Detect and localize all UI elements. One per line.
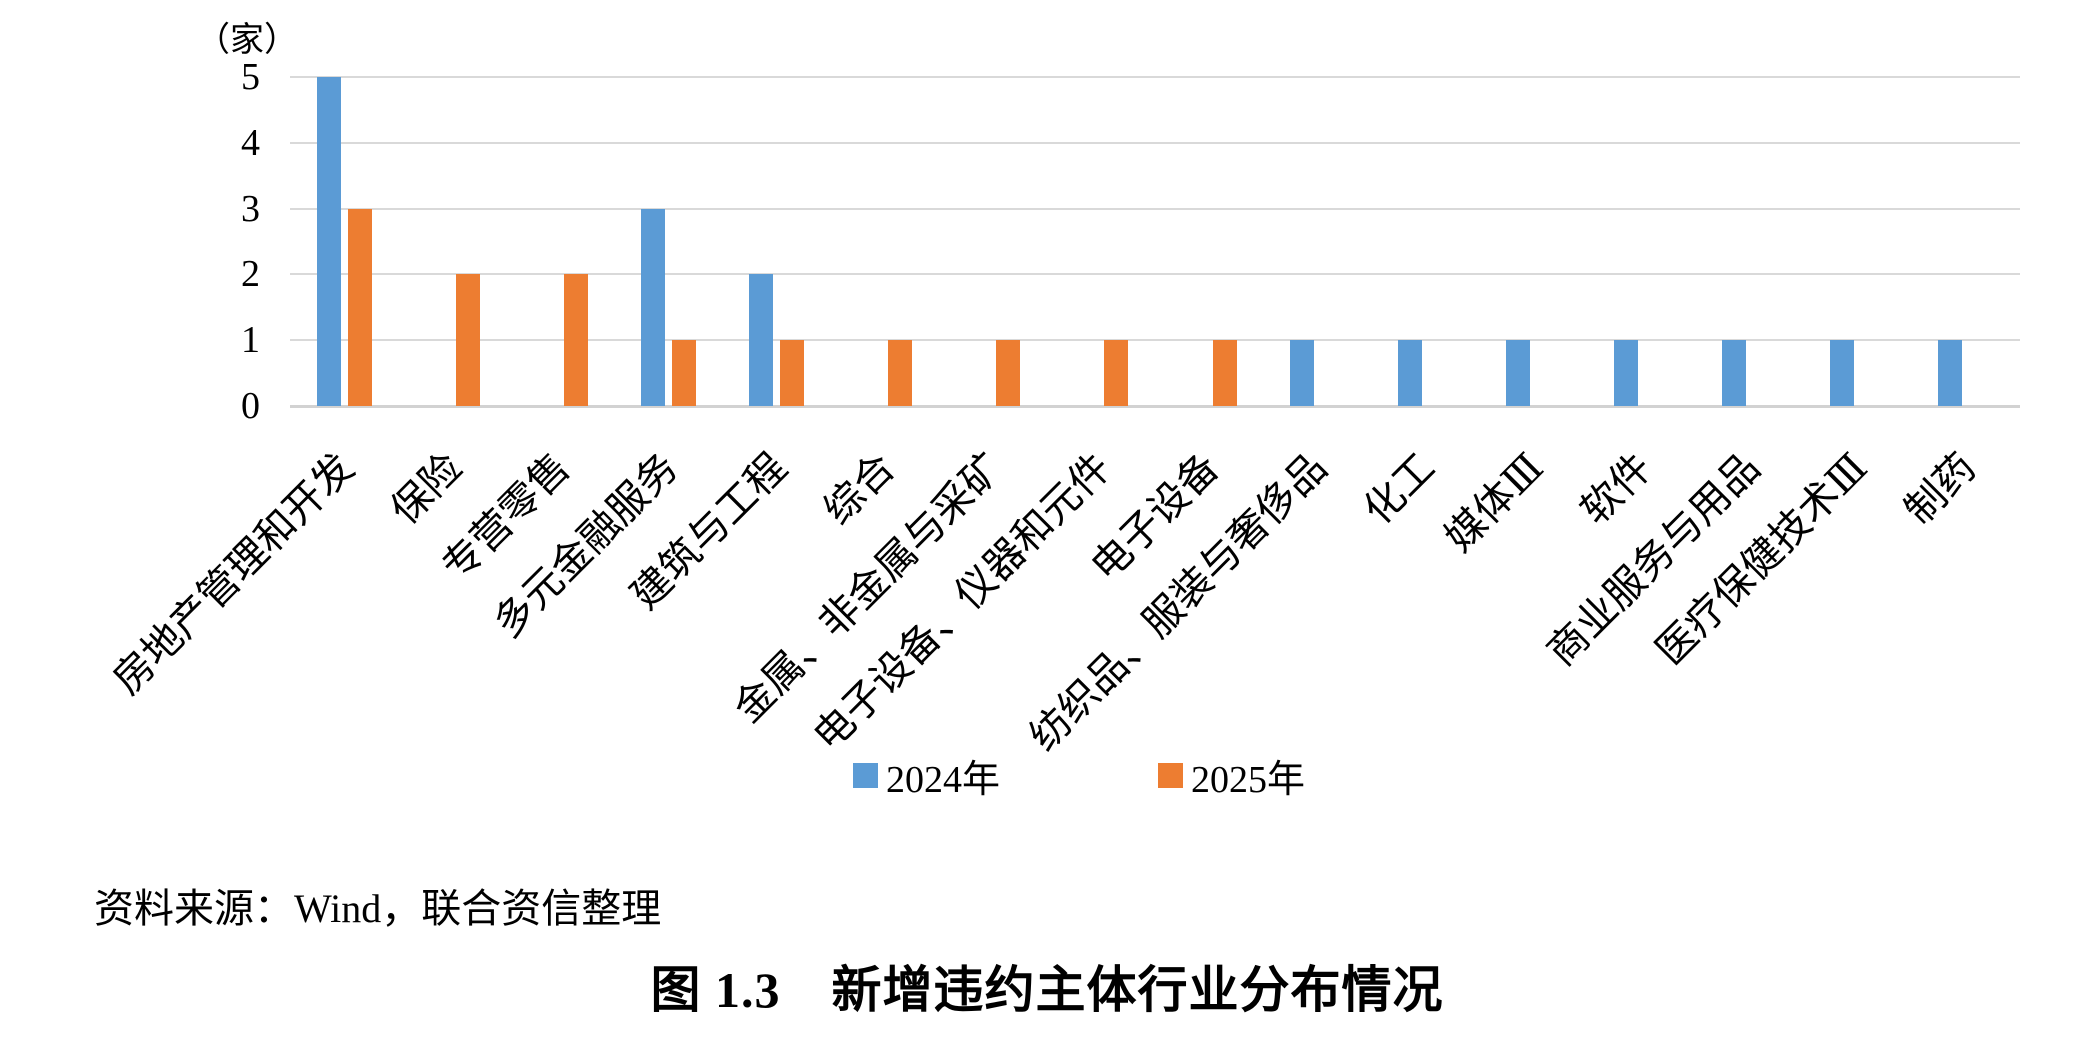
bar-2024年-媒体Ⅲ <box>1505 340 1530 406</box>
x-axis-label-媒体Ⅲ: 媒体Ⅲ <box>1436 444 1552 561</box>
bar-2024年-建筑与工程 <box>749 274 774 406</box>
y-tick-label-0: 0 <box>241 385 260 427</box>
bar-2024年-制药 <box>1938 340 1963 406</box>
legend-item-2024年: 2024年 <box>853 748 1000 803</box>
y-axis-unit-label: （家） <box>196 22 298 59</box>
source-note: 资料来源：Wind，联合资信整理 <box>94 886 662 931</box>
bar-2025年-保险 <box>455 274 480 406</box>
gridline-2 <box>290 273 2020 276</box>
bar-2025年-专营零售 <box>563 274 588 406</box>
figure-caption: 图 1.3 新增违约主体行业分布情况 <box>650 962 1444 1018</box>
gridline-1 <box>290 339 2020 342</box>
y-tick-label-4: 4 <box>241 121 260 164</box>
y-tick-label-3: 3 <box>241 187 260 230</box>
x-axis-label-房地产管理和开发: 房地产管理和开发 <box>104 444 363 703</box>
chart-legend: 2024年 2025年 <box>853 748 1305 803</box>
bar-2025年-多元金融服务 <box>671 340 696 406</box>
legend-swatch-2024年 <box>853 763 878 788</box>
bar-2025年-电子设备、仪器和元件 <box>1104 340 1129 406</box>
bar-2024年-软件 <box>1614 340 1639 406</box>
bar-2025年-金属、非金属与采矿 <box>996 340 1021 406</box>
bar-2024年-纺织品、服装与奢侈品 <box>1289 340 1314 406</box>
x-axis-label-软件: 软件 <box>1571 444 1660 533</box>
x-axis-label-化工: 化工 <box>1355 444 1444 533</box>
gridline-5 <box>290 76 2020 78</box>
bar-2025年-房地产管理和开发 <box>347 208 372 406</box>
legend-label-2024年: 2024年 <box>886 759 1001 801</box>
y-tick-label-5: 5 <box>241 56 260 98</box>
bar-2024年-医疗保健技术Ⅲ <box>1830 340 1855 406</box>
bar-2024年-房地产管理和开发 <box>316 77 341 406</box>
bar-2024年-化工 <box>1397 340 1422 406</box>
legend-label-2025年: 2025年 <box>1191 759 1306 801</box>
gridline-4 <box>290 141 2020 144</box>
legend-item-2025年: 2025年 <box>1158 748 1305 803</box>
bar-2025年-建筑与工程 <box>780 340 805 406</box>
bar-2025年-电子设备 <box>1212 340 1237 406</box>
gridline-0 <box>290 405 2020 408</box>
x-axis-label-综合: 综合 <box>814 444 904 533</box>
x-axis-label-保险: 保险 <box>382 444 471 533</box>
x-axis-label-制药: 制药 <box>1895 444 1985 533</box>
y-tick-label-2: 2 <box>241 253 260 296</box>
y-tick-label-1: 1 <box>241 319 260 362</box>
gridline-3 <box>290 207 2020 210</box>
bar-2025年-综合 <box>888 340 913 406</box>
bar-2024年-多元金融服务 <box>640 208 665 406</box>
legend-swatch-2025年 <box>1158 763 1184 788</box>
bar-2024年-商业服务与用品 <box>1722 340 1747 406</box>
